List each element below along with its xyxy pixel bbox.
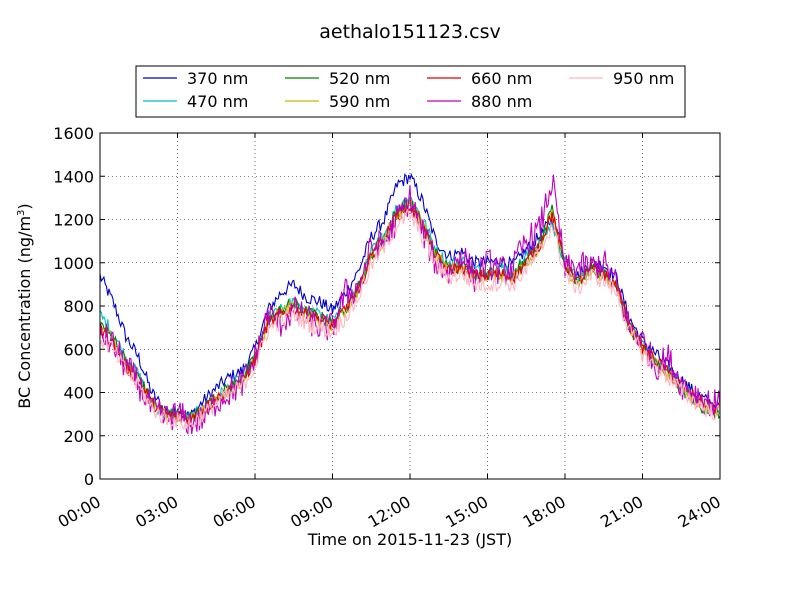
legend-label: 880 nm	[471, 92, 532, 111]
grid-layer	[100, 133, 720, 479]
legend-label: 660 nm	[471, 69, 532, 88]
y-axis-title-tail: )	[15, 203, 34, 209]
series-line-370-nm	[99, 172, 721, 422]
y-axis-title-main: BC Concentration (ng/m	[15, 216, 34, 409]
y-tick-label: 1400	[53, 167, 94, 186]
y-tick-label: 800	[63, 297, 94, 316]
series-layer	[99, 172, 721, 435]
y-tick-label: 400	[63, 384, 94, 403]
series-line-660-nm	[99, 204, 721, 427]
legend-label: 520 nm	[329, 69, 390, 88]
y-tick-label: 1200	[53, 211, 94, 230]
y-tick-label: 600	[63, 340, 94, 359]
y-tick-label: 200	[63, 427, 94, 446]
legend-label: 590 nm	[329, 92, 390, 111]
legend-label: 470 nm	[187, 92, 248, 111]
legend: 370 nm 470 nm 520 nm 590 nm 660 nm 880 nm 950 …	[135, 65, 686, 118]
legend-label: 950 nm	[613, 69, 674, 88]
y-tick-label: 1000	[53, 254, 94, 273]
y-axis-title: BC Concentration (ng/m3)	[15, 203, 34, 408]
y-axis-title-superscript: 3	[16, 210, 27, 216]
chart-title: aethalo151123.csv	[319, 21, 501, 43]
x-axis-title: Time on 2015-11-23 (JST)	[307, 530, 512, 549]
series-line-950-nm	[99, 208, 721, 431]
y-tick-label: 0	[84, 470, 94, 489]
legend-label: 370 nm	[187, 69, 248, 88]
legend-items: 370 nm 470 nm 520 nm 590 nm 660 nm 880 nm 950 …	[143, 69, 674, 111]
legend-box	[135, 65, 686, 118]
y-tick-label: 1600	[53, 124, 94, 143]
